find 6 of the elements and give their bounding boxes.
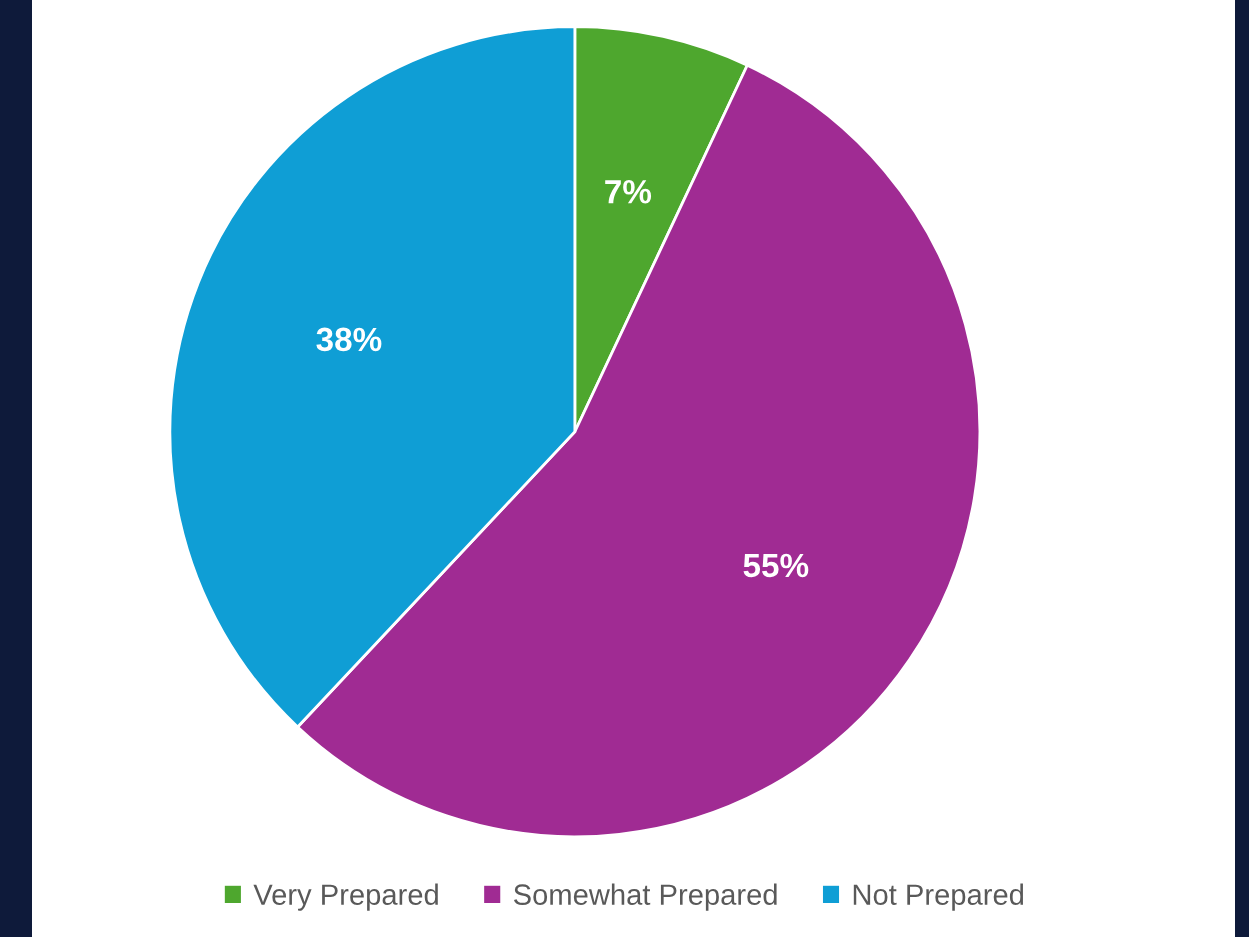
- data-label: 55%: [743, 553, 809, 578]
- legend-label: Not Prepared: [853, 883, 1024, 911]
- data-label: 38%: [316, 327, 382, 352]
- legend-label: Very Prepared: [253, 883, 438, 911]
- legend-label: Somewhat Prepared: [513, 883, 777, 911]
- data-label: 7%: [605, 180, 652, 204]
